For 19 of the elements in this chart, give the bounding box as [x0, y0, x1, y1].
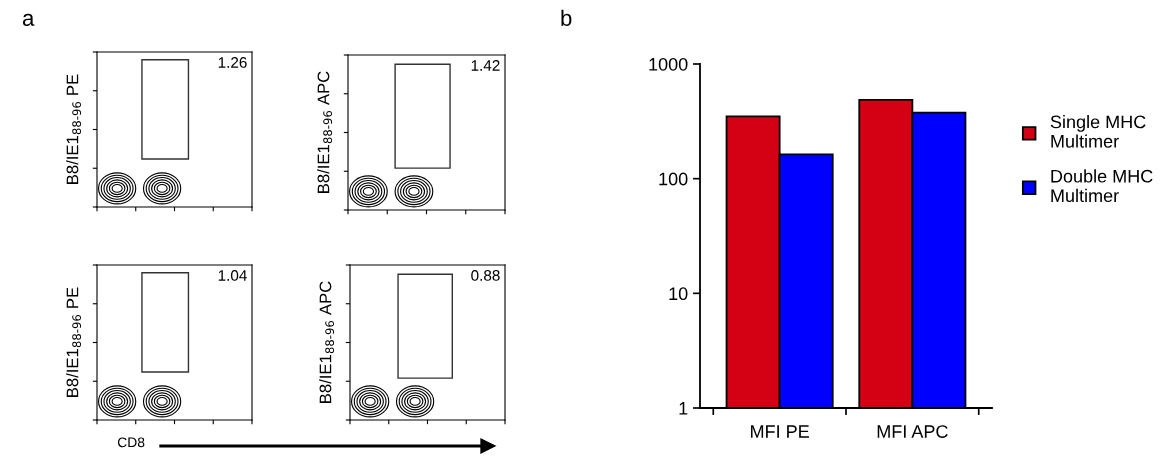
text: a [22, 13, 35, 26]
legend-label: Double MHC Multimer [1051, 169, 1153, 203]
y-tick-label: 1 [679, 402, 688, 415]
text: 1.42 [471, 60, 500, 71]
text: B8/IE1$_{88-96}$ APC [317, 71, 333, 193]
chart-title: b [561, 9, 572, 26]
text: CD8 [117, 437, 145, 448]
text: B8/IE1$_{88-96}$ PE [66, 287, 82, 397]
text: B8/IE1$_{88-96}$ PE [66, 74, 82, 184]
text: 1.26 [218, 57, 247, 68]
text: 1.04 [218, 270, 247, 281]
legend-label: Single MHC Multimer [1050, 115, 1146, 148]
x-tick-label: MFI APC [877, 425, 948, 438]
text: B8/IE1$_{88-96}$ APC [319, 281, 335, 403]
y-tick-label: 1000 [649, 57, 688, 71]
text: 0.88 [471, 270, 500, 281]
y-tick-label: 100 [659, 172, 688, 186]
x-tick-label: MFI PE [751, 425, 809, 438]
y-tick-label: 10 [669, 287, 688, 301]
